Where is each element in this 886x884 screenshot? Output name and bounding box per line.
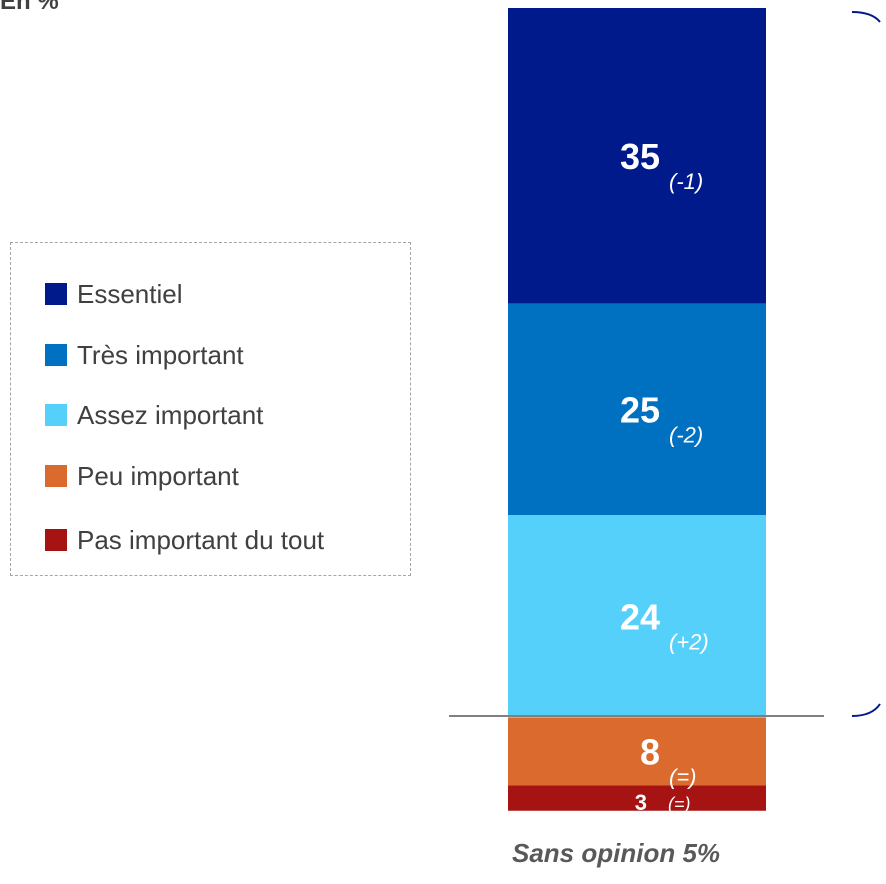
legend-item-pas-important: Pas important du tout <box>45 525 324 555</box>
bar-segment-pas-important <box>508 785 766 811</box>
chart-legend: Essentiel Très important Assez important… <box>10 242 411 576</box>
legend-label-essentiel: Essentiel <box>77 278 183 309</box>
value-label-tres-important: 25 <box>620 389 660 430</box>
legend-swatch-tres-important <box>45 344 67 366</box>
bar-segment-peu-important <box>508 717 766 786</box>
change-label-peu-important: (=) <box>669 765 697 790</box>
legend-item-peu-important: Peu important <box>45 461 239 491</box>
legend-swatch-essentiel <box>45 283 67 305</box>
legend-label-pas-important: Pas important du tout <box>77 524 325 555</box>
legend-label-tres-important: Très important <box>77 339 244 370</box>
value-label-pas-important: 3 <box>635 790 647 815</box>
bar-value-labels: 35 (-1) 25 (-2) 24 (+2) 8 (=) 3 (=) <box>620 136 709 815</box>
legend-swatch-pas-important <box>45 529 67 551</box>
value-label-essentiel: 35 <box>620 136 660 177</box>
bar-segments <box>508 8 766 811</box>
bar-segment-assez-important <box>508 515 766 718</box>
legend-item-essentiel: Essentiel <box>45 279 183 309</box>
legend-item-tres-important: Très important <box>45 340 244 370</box>
legend-item-assez-important: Assez important <box>45 400 263 430</box>
value-label-assez-important: 24 <box>620 596 660 637</box>
change-label-tres-important: (-2) <box>669 422 703 447</box>
bar-segment-essentiel <box>508 8 766 304</box>
value-label-peu-important: 8 <box>640 732 660 773</box>
legend-label-assez-important: Assez important <box>77 399 264 430</box>
bar-segment-tres-important <box>508 303 766 515</box>
change-label-essentiel: (-1) <box>669 169 703 194</box>
legend-swatch-assez-important <box>45 404 67 426</box>
unit-label: En % <box>0 0 59 15</box>
legend-swatch-peu-important <box>45 465 67 487</box>
change-label-pas-important: (=) <box>668 794 691 814</box>
footnote-sans-opinion: Sans opinion 5% <box>512 838 721 868</box>
change-label-assez-important: (+2) <box>669 629 709 654</box>
legend-label-peu-important: Peu important <box>77 460 239 491</box>
brace-top <box>851 11 881 23</box>
brace-bottom <box>851 703 881 717</box>
